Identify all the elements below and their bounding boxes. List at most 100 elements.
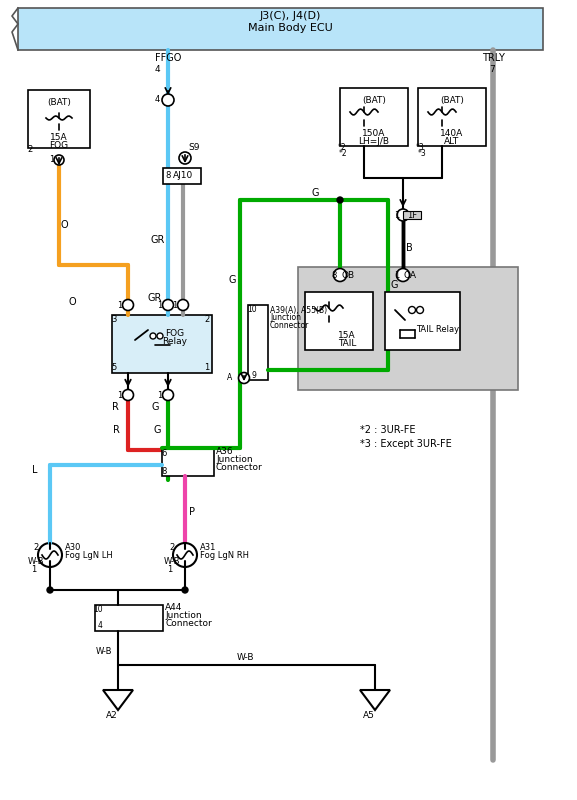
Text: Fog LgN LH: Fog LgN LH [65,550,113,559]
Bar [112,315,212,373]
Bar [298,267,518,390]
Text: 1: 1 [167,566,173,574]
Text: Junction: Junction [165,611,201,621]
Circle shape [122,299,133,310]
Text: 6: 6 [162,449,167,458]
Text: J3(C), J4(D)
Main Body ECU: J3(C), J4(D) Main Body ECU [248,11,332,33]
Text: 1: 1 [50,155,55,165]
Text: OB: OB [342,270,354,279]
Text: 1: 1 [394,270,400,279]
Text: Connector: Connector [216,463,263,473]
Bar [248,305,268,380]
Text: *3: *3 [418,149,426,158]
Text: TRLY: TRLY [482,53,504,63]
Text: S9: S9 [188,143,200,153]
Text: W-B: W-B [96,647,113,657]
Text: G: G [311,188,319,198]
Text: 4: 4 [98,622,103,630]
Text: R: R [113,425,119,435]
Bar [305,292,373,350]
Text: Connector: Connector [270,322,309,330]
Circle shape [179,152,191,164]
Text: G: G [390,280,398,290]
Circle shape [38,543,62,567]
Text: FOG: FOG [50,141,69,150]
Text: 4: 4 [154,66,160,74]
Text: A2: A2 [106,711,118,721]
Text: 2: 2 [27,146,33,154]
Text: R: R [111,402,118,412]
Text: 1: 1 [117,301,123,310]
Text: A31: A31 [200,542,216,551]
Circle shape [173,543,197,567]
Bar [28,90,90,148]
Text: A36: A36 [216,447,234,457]
Text: TAIL: TAIL [338,338,356,347]
Bar [162,448,214,476]
Circle shape [162,94,174,106]
Circle shape [47,587,53,593]
Text: A30: A30 [65,542,81,551]
Text: *3: *3 [415,143,424,153]
Text: A44: A44 [165,603,182,613]
Text: *2 : 3UR-FE: *2 : 3UR-FE [360,425,415,435]
Text: FFGO: FFGO [155,53,181,63]
Text: 1F: 1F [407,210,417,219]
Circle shape [417,306,424,314]
Text: 1: 1 [31,566,36,574]
Text: A: A [227,374,233,382]
Text: 2: 2 [204,315,209,325]
Circle shape [409,306,415,314]
Text: W-B: W-B [28,558,44,566]
Text: A5: A5 [363,711,375,721]
Text: 3: 3 [111,315,117,325]
Polygon shape [360,690,390,710]
Circle shape [396,269,410,282]
Text: 7: 7 [489,66,495,74]
Text: *3 : Except 3UR-FE: *3 : Except 3UR-FE [360,439,452,449]
Text: 8: 8 [162,467,167,477]
Bar [403,211,421,219]
Text: 1: 1 [204,363,209,373]
Text: 1: 1 [158,301,163,310]
Text: L: L [32,465,38,475]
Text: Relay: Relay [163,338,188,346]
Circle shape [182,587,188,593]
Bar [418,88,486,146]
Text: ALT: ALT [444,138,460,146]
Circle shape [238,373,249,383]
Circle shape [397,209,409,221]
Text: (BAT): (BAT) [47,98,71,107]
Text: O: O [68,297,76,307]
Text: 1: 1 [117,390,123,399]
Circle shape [122,390,133,401]
Text: W-B: W-B [164,558,180,566]
Bar [340,88,408,146]
Text: GR: GR [148,293,162,303]
Bar [18,8,543,50]
Text: AJ10: AJ10 [173,171,193,181]
Text: 1: 1 [394,210,400,219]
Circle shape [150,333,156,339]
Text: 1: 1 [173,301,178,310]
Circle shape [337,197,343,203]
Text: G: G [228,275,236,285]
Bar [95,605,163,631]
Text: Junction: Junction [216,455,253,465]
Text: A39(A), A55(B): A39(A), A55(B) [270,306,327,314]
Text: 5: 5 [111,363,117,373]
Circle shape [54,155,64,165]
Text: GR: GR [151,235,165,245]
Text: LH=J/B: LH=J/B [358,138,389,146]
Text: FOG: FOG [166,329,185,338]
Text: *2: *2 [339,149,347,158]
Text: 140A: 140A [440,130,464,138]
Text: G: G [153,425,161,435]
Text: 2: 2 [33,543,39,553]
Text: TAIL Relay: TAIL Relay [417,326,459,334]
Circle shape [334,269,347,282]
Text: 15A: 15A [338,330,356,339]
Bar [385,292,460,350]
Text: 9: 9 [252,370,256,379]
Text: Fog LgN RH: Fog LgN RH [200,550,249,559]
